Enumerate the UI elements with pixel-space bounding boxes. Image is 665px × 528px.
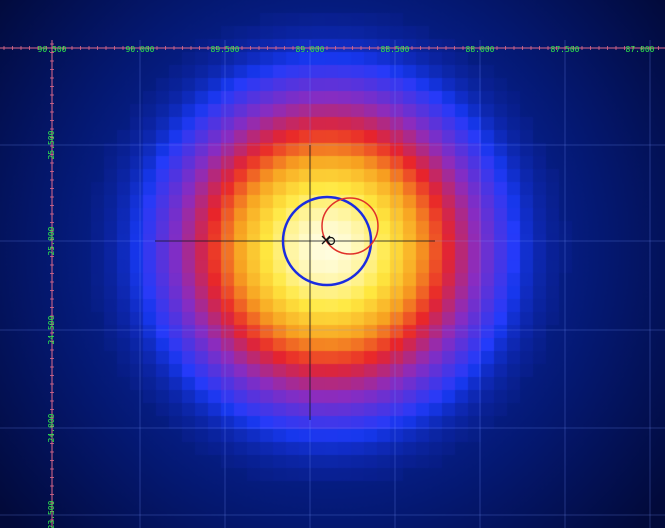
x-tick-label: 88.000 (466, 45, 495, 54)
y-tick-label: 25.500 (47, 130, 56, 159)
y-tick-label: 23.500 (47, 500, 56, 528)
y-tick-label: 25.000 (47, 226, 56, 255)
x-tick-label: 88.500 (381, 45, 410, 54)
x-tick-label: 90.000 (126, 45, 155, 54)
x-tick-label: 87.000 (626, 45, 655, 54)
y-tick-label: 24.000 (47, 413, 56, 442)
best-fit-cross-marker (321, 235, 331, 245)
x-axis: 90.500 90.000 89.500 89.000 88.500 88.000 87.5… (0, 45, 665, 54)
source-position-marker (326, 236, 336, 246)
y-axis: 25.500 25.000 24.500 24.000 23.500 (47, 40, 56, 528)
x-tick-label: 89.000 (296, 45, 325, 54)
crosshair (155, 145, 435, 420)
x-tick-label: 87.500 (551, 45, 580, 54)
y-tick-label: 24.500 (47, 315, 56, 344)
x-tick-label: 89.500 (211, 45, 240, 54)
error-circle-red[interactable] (321, 197, 379, 255)
error-circle-blue[interactable] (281, 195, 373, 287)
